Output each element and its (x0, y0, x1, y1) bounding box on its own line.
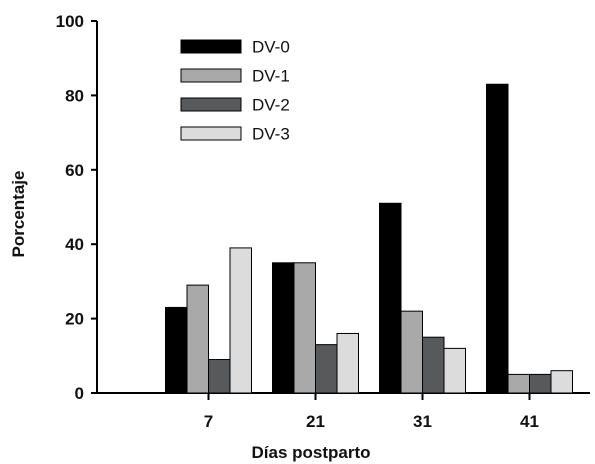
bar-dv-1-31 (400, 310, 423, 394)
y-tick-label: 20 (65, 310, 84, 329)
legend-label-dv-2: DV-2 (252, 96, 290, 115)
legend: DV-0 DV-1 DV-2 DV-3 (180, 38, 290, 144)
bar-dv-0-7 (165, 306, 188, 394)
legend-label-dv-1: DV-1 (252, 67, 290, 86)
bar-dv-2-41 (529, 373, 552, 394)
bar-dv-1-41 (507, 373, 530, 394)
x-tick-label: 31 (413, 412, 432, 431)
x-tick-label: 41 (520, 412, 539, 431)
bar-dv-3-7 (229, 247, 252, 394)
y-axis-title: Porcentaje (9, 171, 28, 258)
legend-swatch-dv-2 (180, 97, 242, 112)
legend-label-dv-3: DV-3 (252, 125, 290, 144)
x-tick-label: 7 (204, 412, 213, 431)
y-tick-label: 80 (65, 86, 84, 105)
bar-dv-3-41 (550, 370, 573, 394)
bar-dv-1-7 (186, 284, 209, 394)
x-axis: 7 21 31 41 (97, 392, 590, 431)
y-tick-label: 40 (65, 235, 84, 254)
bar-dv-3-21 (336, 332, 359, 394)
bars (165, 83, 573, 394)
bar-dv-3-31 (443, 347, 466, 394)
bar-dv-1-21 (293, 262, 316, 394)
bar-dv-2-7 (208, 359, 231, 394)
y-tick-label: 0 (75, 384, 84, 403)
legend-swatch-dv-1 (180, 68, 242, 83)
legend-label-dv-0: DV-0 (252, 38, 290, 57)
bar-dv-0-21 (272, 262, 295, 394)
bar-dv-2-31 (422, 336, 445, 394)
legend-swatch-dv-3 (180, 126, 242, 141)
x-axis-title: Días postparto (251, 443, 370, 462)
y-tick-label: 100 (56, 12, 84, 31)
y-tick-label: 60 (65, 161, 84, 180)
bar-dv-0-31 (379, 202, 402, 394)
x-tick-label: 21 (306, 412, 325, 431)
bar-dv-0-41 (486, 83, 509, 394)
y-axis: 0 20 40 60 80 100 (56, 12, 98, 403)
bar-dv-2-21 (315, 344, 338, 394)
legend-swatch-dv-0 (180, 39, 242, 54)
